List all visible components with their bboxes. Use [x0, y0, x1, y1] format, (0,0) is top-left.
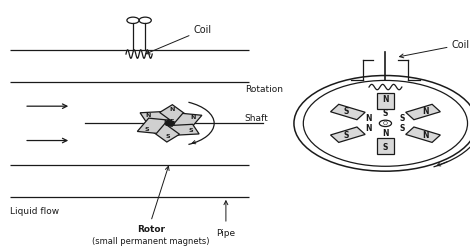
Text: N: N	[382, 95, 389, 104]
Circle shape	[166, 122, 173, 125]
Text: S: S	[189, 128, 193, 133]
Text: S: S	[400, 124, 405, 133]
Text: N: N	[166, 119, 171, 124]
Polygon shape	[406, 104, 440, 120]
Text: N: N	[422, 107, 428, 116]
Text: N: N	[190, 115, 196, 120]
Polygon shape	[330, 127, 365, 142]
Text: N: N	[169, 107, 174, 112]
Text: N: N	[146, 113, 151, 118]
Text: S: S	[144, 127, 149, 132]
Polygon shape	[140, 111, 174, 123]
Text: S: S	[400, 114, 405, 123]
Text: S: S	[343, 131, 348, 140]
Text: S: S	[171, 121, 175, 126]
Text: N: N	[164, 120, 169, 125]
Text: Coil: Coil	[146, 25, 211, 54]
Text: (small permanent magnets): (small permanent magnets)	[92, 238, 210, 247]
Polygon shape	[377, 93, 393, 109]
Text: N: N	[382, 129, 389, 138]
Text: Shaft: Shaft	[245, 114, 268, 123]
Text: N: N	[422, 131, 428, 140]
Circle shape	[379, 120, 392, 126]
Polygon shape	[406, 127, 440, 142]
Polygon shape	[151, 123, 180, 142]
Polygon shape	[171, 113, 202, 128]
Text: S: S	[165, 134, 170, 139]
Polygon shape	[330, 104, 365, 120]
Text: S: S	[168, 123, 173, 128]
Text: N: N	[164, 122, 170, 127]
Text: S: S	[343, 107, 348, 116]
Text: Coil: Coil	[400, 40, 469, 58]
Text: Rotor: Rotor	[137, 225, 165, 234]
Polygon shape	[160, 105, 189, 124]
Polygon shape	[165, 124, 199, 135]
Text: O: O	[383, 121, 388, 126]
Text: S: S	[383, 109, 388, 118]
Text: S: S	[170, 120, 174, 124]
Polygon shape	[137, 118, 168, 133]
Text: S: S	[383, 143, 388, 152]
Text: N: N	[365, 114, 372, 123]
Text: Pipe: Pipe	[216, 229, 236, 238]
Polygon shape	[377, 138, 393, 154]
Text: N: N	[365, 124, 372, 133]
Text: Rotation: Rotation	[245, 84, 283, 94]
Text: Liquid flow: Liquid flow	[10, 207, 59, 216]
